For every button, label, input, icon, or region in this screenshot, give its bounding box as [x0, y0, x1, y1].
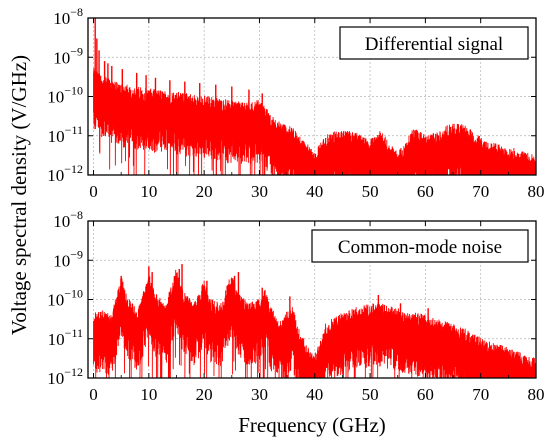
panel-differential-signal: 0 10 20 30 40 50 60 70 80 10−8 10−9 10−10 10−11 10−12… [47, 5, 544, 201]
x-tick-label: 70 [472, 182, 489, 201]
y-tick-label: 10−12 [47, 162, 83, 185]
x-tick-label: 80 [528, 385, 545, 404]
legend-frame [339, 26, 529, 60]
x-tick-label: 10 [140, 182, 157, 201]
x-tick-label: 40 [306, 182, 323, 201]
x-tick-label: 70 [472, 385, 489, 404]
x-tick-label: 60 [417, 182, 434, 201]
x-tick-label: 30 [251, 182, 268, 201]
x-tick-label: 50 [362, 385, 379, 404]
axis-ticks: 0 10 20 30 40 50 60 70 80 10−8 10−9 10−10 10−11 10−12 [47, 5, 544, 201]
x-tick-label: 40 [306, 385, 323, 404]
y-tick-label: 10−11 [48, 123, 83, 146]
x-tick-label: 0 [89, 182, 98, 201]
legend-frame [311, 229, 529, 263]
spectrum-line [93, 269, 537, 379]
spectrum-line [93, 68, 537, 176]
legend-box: Differential signal [339, 26, 529, 60]
x-tick-label: 80 [528, 182, 545, 201]
y-axis-title: Voltage spectral density (V/GHz) [7, 55, 31, 335]
y-tick-label: 10−11 [48, 326, 83, 349]
spectrum-trace [93, 18, 537, 176]
axis-ticks: 0 10 20 30 40 50 60 70 80 10−8 10−9 10−10 10−11 10−12 [47, 208, 544, 404]
x-tick-label: 60 [417, 385, 434, 404]
y-tick-label: 10−10 [47, 287, 83, 310]
y-tick-label: 10−9 [53, 44, 83, 67]
x-tick-label: 0 [89, 385, 98, 404]
spectrum-trace [93, 264, 537, 379]
x-tick-label: 50 [362, 182, 379, 201]
x-tick-label: 30 [251, 385, 268, 404]
legend-label: Differential signal [365, 34, 503, 55]
legend-label: Common-mode noise [338, 237, 502, 258]
y-tick-label: 10−9 [53, 247, 83, 270]
y-tick-label: 10−10 [47, 84, 83, 107]
x-tick-label: 20 [196, 182, 213, 201]
legend-box: Common-mode noise [311, 229, 529, 263]
panel-common-mode-noise: 0 10 20 30 40 50 60 70 80 10−8 10−9 10−10 10−11 10−12… [47, 208, 544, 404]
x-axis-title: Frequency (GHz) [238, 413, 386, 437]
y-tick-label: 10−8 [53, 208, 83, 231]
y-tick-label: 10−8 [53, 5, 83, 28]
x-tick-label: 10 [140, 385, 157, 404]
x-tick-label: 20 [196, 385, 213, 404]
y-tick-label: 10−12 [47, 365, 83, 388]
